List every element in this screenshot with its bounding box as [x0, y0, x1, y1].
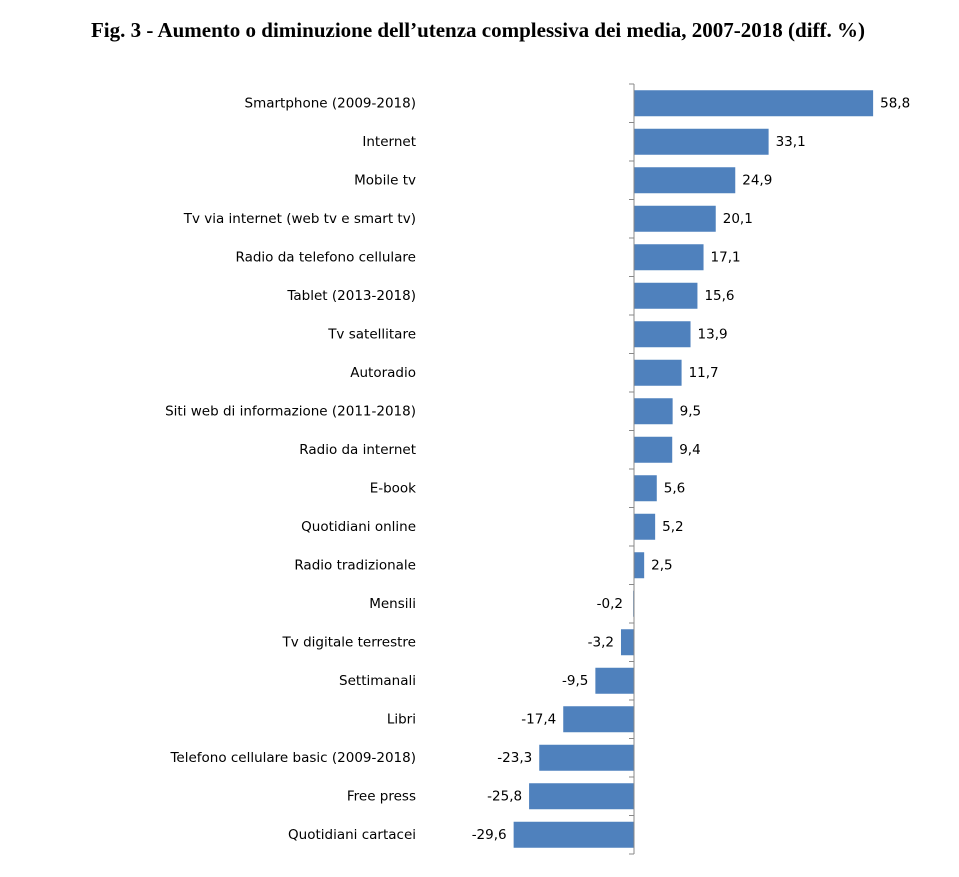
bar	[634, 513, 656, 540]
value-label: 13,9	[698, 326, 728, 342]
bar	[595, 667, 634, 694]
bar	[634, 205, 716, 232]
value-label: -3,2	[588, 634, 614, 650]
bar	[634, 90, 874, 117]
category-label: Autoradio	[350, 365, 416, 381]
bar	[634, 398, 673, 425]
value-label: 2,5	[651, 557, 672, 573]
category-label: Quotidiani online	[301, 519, 416, 535]
bar	[634, 359, 682, 386]
value-label: -17,4	[521, 711, 556, 727]
bar	[634, 552, 645, 579]
category-label: Tablet (2013-2018)	[286, 288, 416, 304]
value-label: -25,8	[487, 788, 522, 804]
bar	[563, 706, 634, 733]
value-label: 5,6	[664, 480, 685, 496]
category-label: Radio da telefono cellulare	[235, 249, 416, 265]
value-label: -9,5	[562, 673, 588, 689]
value-label: 11,7	[689, 365, 719, 381]
bar	[634, 321, 691, 348]
category-label: Radio da internet	[299, 442, 416, 458]
category-label: Siti web di informazione (2011-2018)	[165, 403, 416, 419]
category-label: Free press	[347, 788, 416, 804]
category-label: Mobile tv	[354, 172, 416, 188]
value-label: 58,8	[880, 95, 910, 111]
chart-title: Fig. 3 - Aumento o diminuzione dell’uten…	[91, 18, 865, 42]
value-label: 5,2	[662, 519, 683, 535]
category-label: Mensili	[369, 596, 416, 612]
bar	[513, 821, 634, 848]
bar	[634, 244, 704, 271]
category-label: Internet	[362, 134, 416, 150]
category-label: E-book	[370, 480, 416, 496]
value-label: 9,5	[680, 403, 701, 419]
bar	[539, 744, 634, 771]
category-label: Quotidiani cartacei	[288, 827, 416, 843]
bar	[620, 629, 634, 656]
value-label: -29,6	[472, 827, 507, 843]
value-label: 17,1	[711, 249, 741, 265]
value-label: -0,2	[597, 596, 623, 612]
category-label: Tv via internet (web tv e smart tv)	[183, 211, 416, 227]
value-label: 20,1	[723, 211, 753, 227]
bar	[634, 282, 698, 309]
category-label: Tv satellitare	[327, 326, 416, 342]
category-label: Telefono cellulare basic (2009-2018)	[169, 750, 416, 766]
value-label: 24,9	[742, 172, 772, 188]
value-label: -23,3	[497, 750, 532, 766]
bar	[634, 128, 769, 155]
bar	[634, 475, 657, 502]
bar	[529, 783, 634, 810]
value-label: 9,4	[679, 442, 700, 458]
value-label: 33,1	[776, 134, 806, 150]
category-label: Radio tradizionale	[294, 557, 416, 573]
category-label: Libri	[387, 711, 416, 727]
value-label: 15,6	[704, 288, 734, 304]
category-label: Smartphone (2009-2018)	[245, 95, 417, 111]
category-label: Tv digitale terrestre	[282, 634, 416, 650]
bar	[634, 436, 673, 463]
category-label: Settimanali	[339, 673, 416, 689]
bar	[634, 167, 736, 194]
